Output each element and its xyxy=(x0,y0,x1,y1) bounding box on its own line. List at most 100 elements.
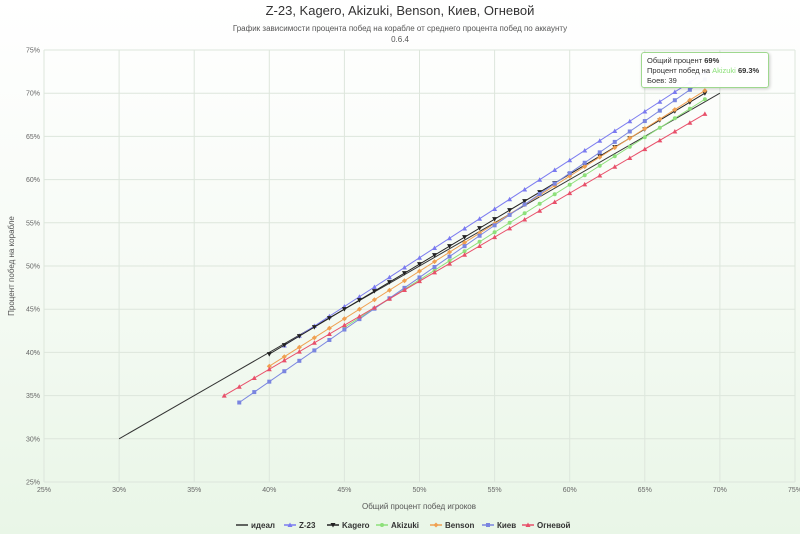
data-point[interactable] xyxy=(582,160,587,165)
data-point[interactable] xyxy=(236,384,242,389)
data-point[interactable] xyxy=(627,144,632,149)
data-point[interactable] xyxy=(296,334,302,339)
data-point[interactable] xyxy=(281,354,287,360)
data-point[interactable] xyxy=(612,154,617,159)
data-point[interactable] xyxy=(537,192,542,197)
data-point[interactable] xyxy=(657,125,662,130)
legend[interactable]: идеал Z-23 Kagero Akizuki Benson Киев Огневой xyxy=(236,521,571,530)
data-point[interactable] xyxy=(356,298,362,303)
data-point[interactable] xyxy=(266,366,272,372)
data-point[interactable] xyxy=(522,186,528,192)
data-point[interactable] xyxy=(567,190,573,196)
data-point[interactable] xyxy=(597,173,603,178)
data-point[interactable] xyxy=(672,129,678,134)
data-point[interactable] xyxy=(582,147,588,153)
legend-item-Огневой[interactable]: Огневой xyxy=(522,521,571,530)
data-point[interactable] xyxy=(401,278,407,284)
data-point[interactable] xyxy=(417,268,422,274)
data-point[interactable] xyxy=(447,254,452,259)
data-point[interactable] xyxy=(627,155,633,160)
data-point[interactable] xyxy=(477,239,482,244)
data-point[interactable] xyxy=(627,129,632,134)
data-point[interactable] xyxy=(386,287,392,293)
data-point[interactable] xyxy=(447,258,452,263)
data-point[interactable] xyxy=(447,249,453,255)
legend-item-Akizuki[interactable]: Akizuki xyxy=(376,521,419,530)
data-point[interactable] xyxy=(687,120,693,125)
data-point[interactable] xyxy=(326,331,332,336)
data-point[interactable] xyxy=(702,91,708,96)
data-point[interactable] xyxy=(492,234,498,240)
data-point[interactable] xyxy=(251,375,257,380)
data-point[interactable] xyxy=(462,249,467,254)
data-point[interactable] xyxy=(477,226,483,231)
data-point[interactable] xyxy=(507,208,513,213)
legend-item-Benson[interactable]: Benson xyxy=(430,521,474,530)
data-point[interactable] xyxy=(462,240,468,246)
data-point[interactable] xyxy=(221,393,227,398)
data-point[interactable] xyxy=(386,274,392,280)
data-point[interactable] xyxy=(567,157,573,163)
data-point[interactable] xyxy=(567,171,572,176)
data-point[interactable] xyxy=(282,369,287,374)
data-point[interactable] xyxy=(492,206,498,211)
data-point[interactable] xyxy=(657,108,662,113)
data-point[interactable] xyxy=(462,244,467,249)
data-point[interactable] xyxy=(380,523,384,527)
data-point[interactable] xyxy=(672,116,677,121)
data-point[interactable] xyxy=(552,199,558,204)
data-point[interactable] xyxy=(462,252,468,257)
data-point[interactable] xyxy=(432,259,438,265)
data-point[interactable] xyxy=(597,154,603,160)
data-point[interactable] xyxy=(492,223,497,228)
data-point[interactable] xyxy=(486,523,490,527)
data-point[interactable] xyxy=(672,107,678,113)
data-point[interactable] xyxy=(612,128,618,133)
data-point[interactable] xyxy=(657,116,663,122)
data-point[interactable] xyxy=(386,296,392,301)
series-Огневой[interactable] xyxy=(221,111,708,398)
data-point[interactable] xyxy=(267,379,272,384)
data-point[interactable] xyxy=(687,106,692,111)
data-point[interactable] xyxy=(237,400,242,405)
data-point[interactable] xyxy=(567,182,572,187)
data-point[interactable] xyxy=(326,325,332,331)
data-point[interactable] xyxy=(507,225,513,231)
data-point[interactable] xyxy=(386,280,392,285)
data-point[interactable] xyxy=(342,327,347,332)
data-point[interactable] xyxy=(627,118,633,124)
data-point[interactable] xyxy=(537,208,543,213)
data-point[interactable] xyxy=(702,88,708,94)
data-point[interactable] xyxy=(642,108,648,114)
data-point[interactable] xyxy=(492,230,497,235)
data-point[interactable] xyxy=(330,523,336,528)
data-point[interactable] xyxy=(642,119,647,124)
data-point[interactable] xyxy=(507,212,512,217)
data-point[interactable] xyxy=(642,126,648,132)
data-point[interactable] xyxy=(582,181,588,187)
data-point[interactable] xyxy=(552,192,557,197)
data-point[interactable] xyxy=(252,390,257,395)
data-point[interactable] xyxy=(672,89,678,94)
series-Киев[interactable] xyxy=(237,77,707,405)
data-point[interactable] xyxy=(311,335,317,341)
data-point[interactable] xyxy=(657,99,663,104)
data-point[interactable] xyxy=(522,217,528,222)
data-point[interactable] xyxy=(341,322,347,328)
data-point[interactable] xyxy=(432,265,437,270)
data-point[interactable] xyxy=(401,271,407,276)
data-point[interactable] xyxy=(582,173,587,178)
data-point[interactable] xyxy=(356,294,362,299)
data-point[interactable] xyxy=(401,264,407,270)
data-point[interactable] xyxy=(296,344,302,350)
data-point[interactable] xyxy=(612,164,618,169)
data-point[interactable] xyxy=(537,201,542,206)
data-point[interactable] xyxy=(281,343,287,348)
data-point[interactable] xyxy=(447,244,453,249)
data-point[interactable] xyxy=(477,243,483,248)
data-point[interactable] xyxy=(327,337,332,342)
data-point[interactable] xyxy=(462,225,468,231)
data-point[interactable] xyxy=(522,211,527,216)
data-point[interactable] xyxy=(687,97,693,103)
data-point[interactable] xyxy=(356,306,362,312)
